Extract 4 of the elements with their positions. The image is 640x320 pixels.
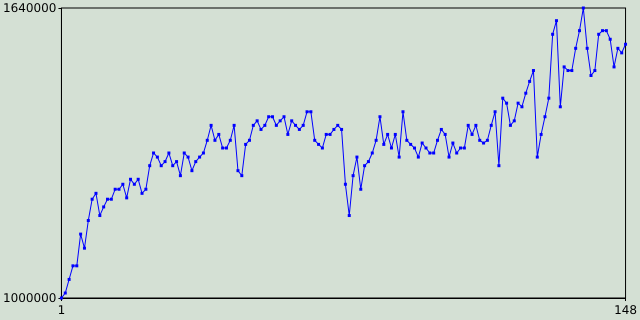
- x-tick-label: 1: [58, 303, 66, 317]
- y-tick-label: 1640000: [2, 1, 56, 15]
- x-tick-label: 148: [614, 303, 637, 317]
- y-tick-label: 1000000: [2, 291, 56, 305]
